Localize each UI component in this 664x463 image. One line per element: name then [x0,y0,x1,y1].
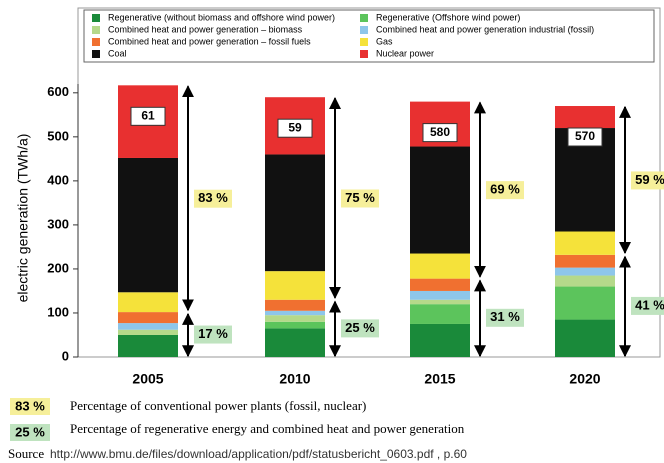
legend-swatch [92,26,100,34]
key-text: Percentage of conventional power plants … [70,398,366,413]
upper-label-bg [486,181,524,200]
lower-label-bg [341,319,379,338]
upper-label: 69 % [490,182,520,197]
key-swatch [10,398,50,415]
bar-segment [118,329,178,335]
legend-label: Combined heat and power generation indus… [376,24,594,34]
legend-swatch [92,38,100,46]
bar-segment [265,154,325,272]
legend-swatch [360,38,368,46]
upper-label-bg [631,171,664,190]
lower-label-bg [486,308,524,327]
x-tick-label: 2015 [424,371,455,387]
key-text: Percentage of regenerative energy and co… [70,421,465,436]
bar-segment [118,323,178,330]
upper-label: 75 % [345,190,375,205]
upper-label: 83 % [198,190,228,205]
bar-segment [265,328,325,357]
lower-label-bg [194,325,232,344]
y-tick-label: 200 [47,260,69,275]
lower-label: 31 % [490,309,520,324]
bar-segment [265,321,325,329]
lower-label: 25 % [345,320,375,335]
upper-label: 59 % [635,172,664,187]
bar-segment [410,304,470,324]
bar-segment [555,286,615,320]
legend-label: Combined heat and power generation – bio… [108,24,303,34]
legend-label: Nuclear power [376,48,434,58]
key-swatch [10,424,50,441]
legend-swatch [360,50,368,58]
lower-label-bg [631,296,664,315]
bar-segment [410,253,470,279]
x-tick-label: 2010 [279,371,310,387]
bar-segment [555,106,615,129]
bar-segment [410,290,470,300]
legend-swatch [360,26,368,34]
bar-segment [118,312,178,324]
bar-segment [265,310,325,316]
upper-label-bg [194,189,232,208]
legend-swatch [92,50,100,58]
bar-segment [118,157,178,293]
key-label: 83 % [15,398,45,413]
bar-segment [555,319,615,357]
x-tick-label: 2005 [132,371,163,387]
bar-segment [410,323,470,357]
box-label-bg [277,118,313,138]
y-tick-label: 0 [62,348,69,363]
bar-segment [265,315,325,322]
bar-segment [410,299,470,305]
y-tick-label: 600 [47,84,69,99]
box-label-bg [567,127,603,147]
y-tick-label: 100 [47,304,69,319]
bar-segment [410,146,470,254]
lower-label: 17 % [198,326,228,341]
legend-label: Regenerative (without biomass and offsho… [108,12,335,22]
source-word: Source [8,446,44,461]
legend-label: Combined heat and power generation – fos… [108,36,311,46]
bar-segment [265,271,325,300]
bar-segment [118,292,178,313]
upper-label-bg [341,189,379,208]
y-axis-label: electric generation (TWh/a) [15,134,31,303]
bar-segment [118,334,178,357]
legend-label: Gas [376,36,393,46]
box-label: 59 [288,120,302,134]
bar-segment [555,231,615,255]
bar-segment [265,299,325,311]
x-tick-label: 2020 [569,371,600,387]
lower-label: 41 % [635,297,664,312]
y-tick-label: 500 [47,128,69,143]
legend-label: Coal [108,48,127,58]
box-label: 61 [141,108,155,122]
bar-segment [555,254,615,268]
box-label: 580 [430,125,450,139]
y-tick-label: 400 [47,172,69,187]
box-label-bg [422,123,458,143]
bar-segment [555,275,615,287]
key-label: 25 % [15,424,45,439]
y-tick-label: 300 [47,216,69,231]
box-label-bg [130,106,166,126]
legend-swatch [360,14,368,22]
source-url: http://www.bmu.de/files/download/applica… [50,447,467,461]
bar-segment [555,267,615,276]
legend-label: Regenerative (Offshore wind power) [376,12,520,22]
box-label: 570 [575,129,595,143]
legend-swatch [92,14,100,22]
bar-segment [410,278,470,291]
legend-box [83,9,655,63]
